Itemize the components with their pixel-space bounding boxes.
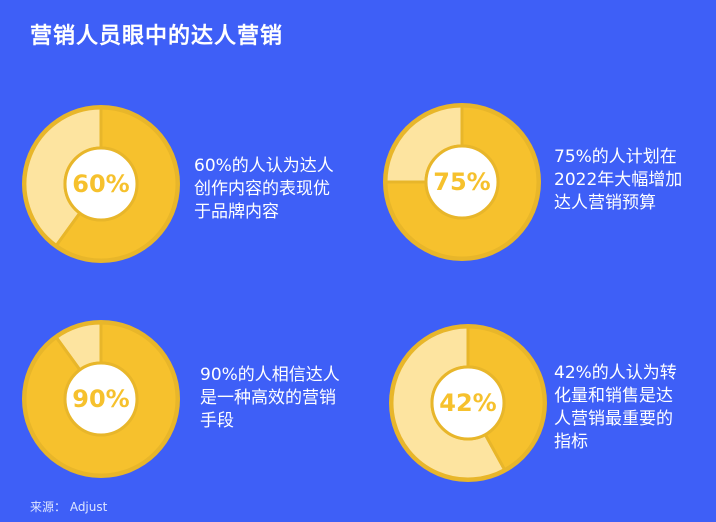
donut-1-percent-label: 60% xyxy=(72,170,130,198)
donut-1-center-hole xyxy=(63,146,139,222)
donut-3-percent-label: 90% xyxy=(72,385,130,413)
caption-3-line-2: 是一种高效的营销 xyxy=(200,388,336,408)
caption-3-line-1: 90%的人相信达人 xyxy=(200,365,340,385)
donut-2-center-hole xyxy=(424,144,500,220)
caption-2-line-1: 75%的人计划在 xyxy=(554,147,677,167)
caption-4-line-1: 42%的人认为转 xyxy=(554,363,677,383)
donut-3-center-hole xyxy=(63,361,139,437)
donut-4-center-hole xyxy=(430,365,506,441)
caption-2-line-3: 达人营销预算 xyxy=(554,193,656,213)
donut-chart-1: 60% xyxy=(16,99,186,269)
caption-3: 90%的人相信达人 是一种高效的营销 手段 xyxy=(200,364,340,433)
caption-1: 60%的人认为达人 创作内容的表现优 于品牌内容 xyxy=(194,155,334,224)
caption-3-line-3: 手段 xyxy=(200,411,234,431)
chart-title: 营销人员眼中的达人营销 xyxy=(30,24,284,49)
donut-chart-2: 75% xyxy=(377,97,547,267)
caption-4-line-3: 人营销最重要的 xyxy=(554,409,673,429)
donut-2-percent-label: 75% xyxy=(433,168,491,196)
caption-1-line-2: 创作内容的表现优 xyxy=(194,179,330,199)
caption-2-line-2: 2022年大幅增加 xyxy=(554,170,683,190)
caption-1-line-1: 60%的人认为达人 xyxy=(194,156,334,176)
caption-2: 75%的人计划在 2022年大幅增加 达人营销预算 xyxy=(554,146,682,215)
source-note: 来源： Adjust xyxy=(30,500,108,514)
caption-1-line-3: 于品牌内容 xyxy=(194,202,279,222)
caption-4-line-2: 化量和销售是达 xyxy=(554,386,673,406)
caption-4-line-4: 指标 xyxy=(554,432,588,452)
donut-chart-3: 90% xyxy=(16,314,186,484)
donut-chart-4: 42% xyxy=(383,318,553,488)
caption-4: 42%的人认为转 化量和销售是达 人营销最重要的 指标 xyxy=(554,362,677,454)
donut-4-percent-label: 42% xyxy=(439,389,497,417)
